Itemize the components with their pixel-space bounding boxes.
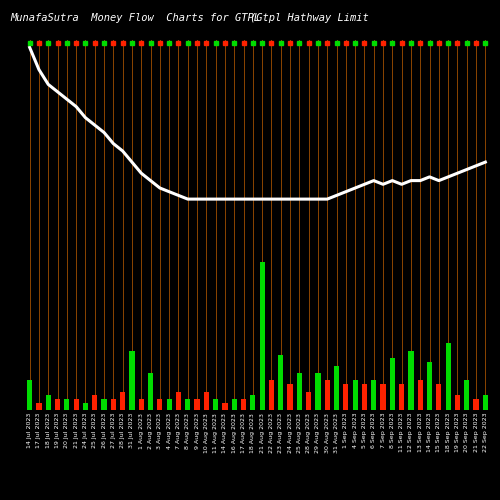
Bar <box>260 262 264 410</box>
Bar <box>176 392 181 410</box>
Bar <box>352 380 358 410</box>
Bar <box>138 399 144 410</box>
Bar <box>297 373 302 410</box>
Text: MunafaSutra  Money Flow  Charts for GTPL: MunafaSutra Money Flow Charts for GTPL <box>10 13 260 23</box>
Bar <box>213 399 218 410</box>
Bar <box>306 392 311 410</box>
Bar <box>408 351 414 410</box>
Bar <box>455 395 460 410</box>
Bar <box>148 373 153 410</box>
Bar <box>250 395 256 410</box>
Bar <box>222 402 228 410</box>
Bar <box>380 384 386 410</box>
Bar <box>166 399 172 410</box>
Bar <box>158 399 162 410</box>
Bar <box>64 399 70 410</box>
Bar <box>427 362 432 410</box>
Bar <box>334 366 339 410</box>
Bar <box>362 384 367 410</box>
Bar <box>418 380 423 410</box>
Bar <box>241 399 246 410</box>
Bar <box>232 399 237 410</box>
Bar <box>27 380 32 410</box>
Bar <box>316 373 320 410</box>
Bar <box>36 402 42 410</box>
Bar <box>446 344 450 410</box>
Bar <box>474 399 478 410</box>
Bar <box>399 384 404 410</box>
Bar <box>120 392 125 410</box>
Bar <box>344 384 348 410</box>
Bar <box>483 395 488 410</box>
Bar <box>269 380 274 410</box>
Bar <box>278 354 283 410</box>
Bar <box>194 399 200 410</box>
Bar <box>92 395 98 410</box>
Bar <box>204 392 209 410</box>
Bar <box>83 402 88 410</box>
Bar <box>102 399 106 410</box>
Bar <box>55 399 60 410</box>
Bar <box>390 358 395 410</box>
Bar <box>111 399 116 410</box>
Bar <box>46 395 51 410</box>
Bar <box>130 351 134 410</box>
Bar <box>185 399 190 410</box>
Bar <box>371 380 376 410</box>
Bar <box>324 380 330 410</box>
Text: (Gtpl Hathway Limit: (Gtpl Hathway Limit <box>250 13 369 23</box>
Bar <box>436 384 442 410</box>
Bar <box>464 380 469 410</box>
Bar <box>288 384 292 410</box>
Bar <box>74 399 78 410</box>
